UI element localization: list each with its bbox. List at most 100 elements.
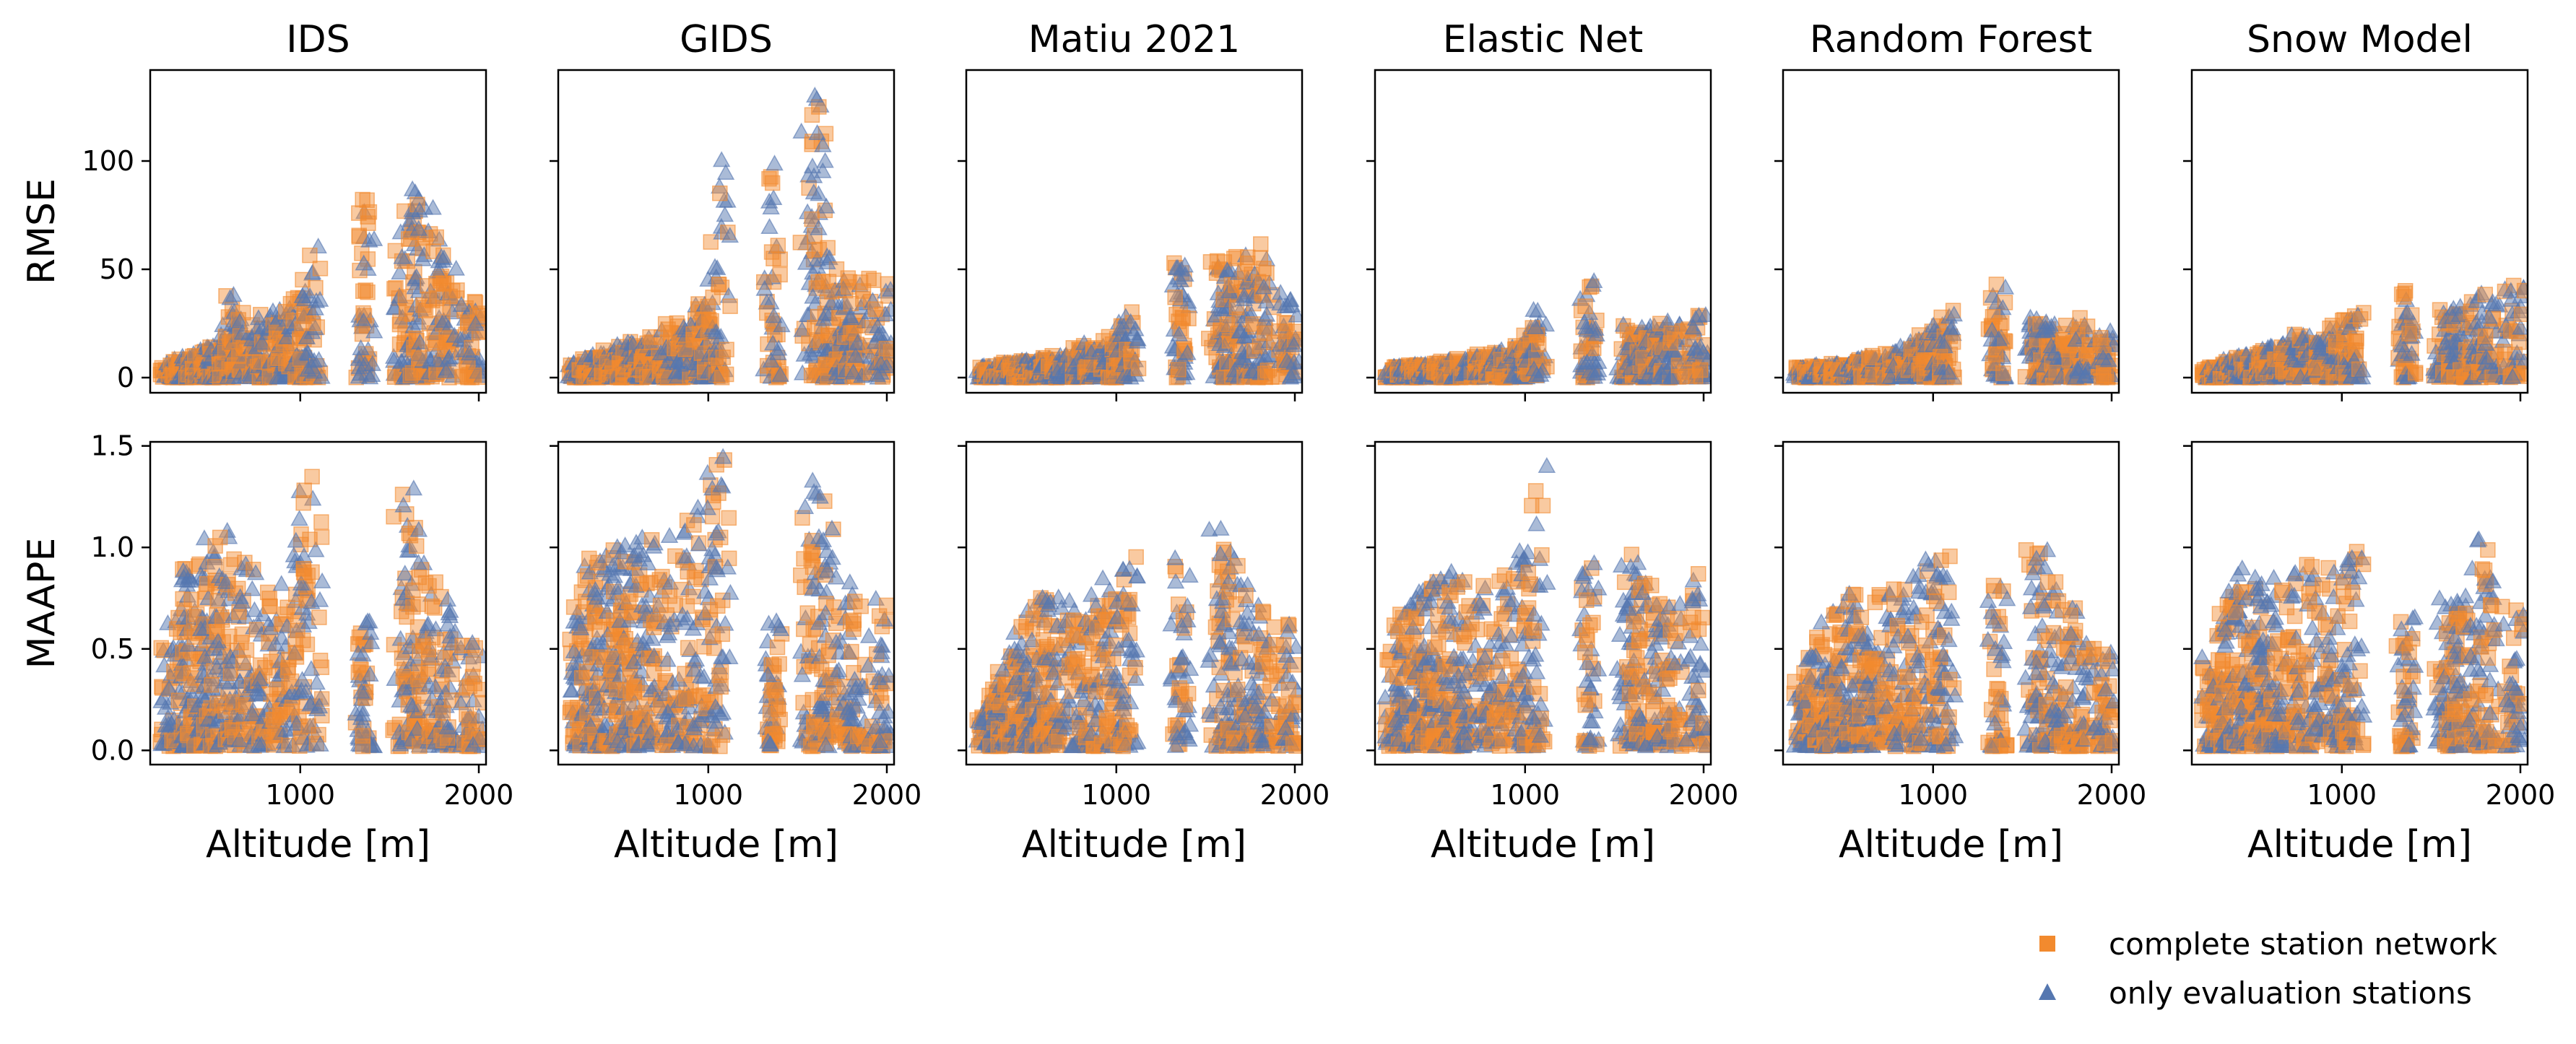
scatter-points [2194,277,2528,386]
point-evaluation-station [1285,336,1302,352]
point-evaluation-station [771,365,789,382]
point-evaluation-station [763,268,781,284]
axes-frame [149,69,487,394]
point-evaluation-station [844,363,862,380]
point-complete-network [1167,290,1183,305]
point-evaluation-station [818,197,836,214]
panel-title: Matiu 2021 [1028,18,1240,61]
panel-elastic-net-rmse: Elastic Net [1366,18,1712,401]
point-evaluation-station [1220,282,1239,299]
point-evaluation-station [298,344,316,360]
point-complete-network [449,282,465,298]
point-complete-network [428,229,444,245]
point-evaluation-station [1285,353,1302,370]
point-evaluation-station [808,123,826,141]
point-evaluation-station [760,217,779,235]
point-complete-network [421,291,437,308]
point-evaluation-station [1236,327,1254,344]
point-complete-network [1583,340,1599,357]
point-complete-network [701,312,717,328]
point-complete-network [354,326,370,342]
y-tick-label: 50 [100,253,134,285]
point-complete-network [1985,355,2001,371]
point-evaluation-station [350,349,368,366]
point-evaluation-station [428,262,447,279]
point-evaluation-station [868,365,887,382]
point-complete-network [761,170,777,187]
point-evaluation-station [1219,298,1238,315]
axes-frame [965,69,1304,394]
panel-title: IDS [286,18,350,61]
panel-title: Random Forest [1810,18,2092,61]
point-evaluation-station [1254,278,1273,295]
point-complete-network [1932,348,1948,365]
point-complete-network [1083,357,1099,373]
point-complete-network [351,227,367,243]
point-complete-network [1253,236,1269,252]
scatter-points [968,236,1302,386]
point-complete-network [722,298,738,314]
point-evaluation-station [1172,283,1191,300]
point-evaluation-station [861,303,880,319]
panel-snow-model-rmse: Snow Model [2183,18,2529,401]
point-evaluation-station [411,333,429,349]
point-evaluation-station [350,358,369,375]
point-evaluation-station [762,352,780,368]
point-evaluation-station [1236,246,1255,263]
point-evaluation-station [225,303,243,319]
point-evaluation-station [818,253,836,270]
point-complete-network [705,290,721,305]
scatter-points [559,86,894,386]
scatter-points [152,180,486,386]
point-evaluation-station [810,219,828,235]
point-evaluation-station [393,248,411,264]
point-complete-network [715,349,732,365]
point-evaluation-station [1257,292,1275,309]
point-evaluation-station [278,328,296,344]
point-evaluation-station [712,151,731,168]
point-evaluation-station [391,264,409,280]
point-evaluation-station [755,360,773,377]
point-complete-network [1171,362,1187,378]
point-evaluation-station [1257,348,1275,365]
point-complete-network [878,341,894,357]
point-evaluation-station [1257,305,1276,322]
point-complete-network [804,107,820,123]
point-evaluation-station [355,312,373,329]
point-complete-network [2093,370,2109,386]
point-complete-network [411,350,427,366]
point-complete-network [360,215,376,231]
point-evaluation-station [721,227,740,243]
y-tick-label: 0 [117,362,134,393]
point-evaluation-station [467,315,485,331]
point-evaluation-station [1166,340,1184,357]
point-evaluation-station [881,280,894,297]
point-evaluation-station [253,334,271,350]
point-complete-network [861,270,877,287]
point-complete-network [355,191,370,208]
point-complete-network [305,316,321,331]
point-evaluation-station [716,206,734,222]
panel-gids-rmse: GIDS [550,18,895,401]
point-evaluation-station [1109,342,1127,358]
point-evaluation-station [846,347,865,363]
point-evaluation-station [225,285,243,303]
scatter-points [1784,277,2119,386]
y-tick-label: 100 [82,145,134,177]
point-evaluation-station [435,248,454,266]
point-evaluation-station [1218,261,1236,278]
point-evaluation-station [300,287,319,303]
point-evaluation-station [810,185,828,201]
point-evaluation-station [355,254,373,271]
point-evaluation-station [1128,332,1147,349]
panel-matiu-2021-rmse: Matiu 2021 [958,18,1304,401]
point-evaluation-station [424,199,442,215]
point-complete-network [1256,261,1272,277]
point-evaluation-station [773,316,791,333]
point-evaluation-station [452,295,471,313]
point-evaluation-station [817,304,836,321]
point-evaluation-station [814,162,832,178]
point-evaluation-station [1172,260,1190,277]
point-evaluation-station [1283,296,1301,313]
